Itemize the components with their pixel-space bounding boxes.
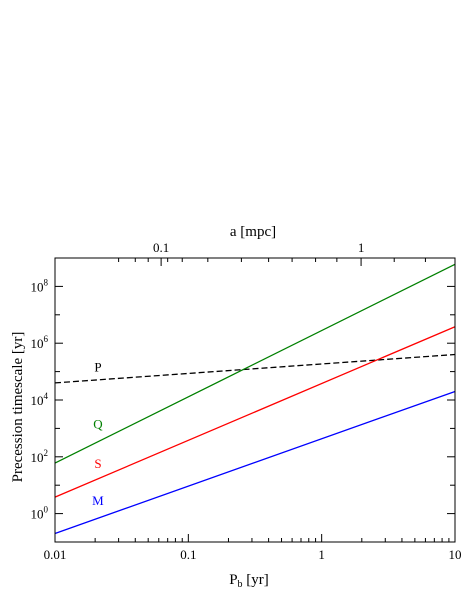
y-tick-label-base: 10 [31,279,44,294]
y-tick-label-exp: 6 [44,334,49,344]
series-label-m: M [92,493,104,508]
y-tick-label-base: 10 [31,450,44,465]
y-tick-label-base: 10 [31,507,44,522]
series-label-p: P [94,360,101,375]
top-tick-label: 1 [358,240,365,255]
x-axis-label-unit: [yr] [243,572,269,588]
x-axis-label-sub: b [238,579,243,590]
series-line-s [54,326,456,498]
x-axis-label: Pb [yr] [229,572,269,590]
y-tick-label-exp: 2 [44,448,49,458]
series-line-m [54,390,456,535]
y-tick-label-base: 10 [31,393,44,408]
y-axis-label: Precession timescale [yr] [10,332,26,483]
x-tick-label: 0.01 [44,547,67,562]
series-label-s: S [94,456,101,471]
top-tick-label: 0.1 [153,240,169,255]
x-axis-label-base: P [229,572,237,588]
y-tick-label: 102 [31,448,49,465]
y-tick-label-exp: 0 [44,505,49,515]
top-axis-label: a [mpc] [230,224,276,240]
series-line-q [54,263,456,464]
x-tick-label: 10 [449,547,462,562]
series-label-q: Q [93,416,103,431]
y-tick-label: 104 [31,391,49,408]
y-tick-label-exp: 8 [44,277,49,287]
y-tick-label-base: 10 [31,336,44,351]
series-line-p [54,353,456,384]
x-tick-label: 0.1 [180,547,196,562]
plot-frame [54,257,456,543]
y-tick-label-exp: 4 [44,391,49,401]
y-tick-label: 106 [31,334,49,351]
y-tick-label: 100 [31,505,49,522]
x-tick-label: 1 [318,547,325,562]
y-tick-label: 108 [31,277,49,294]
